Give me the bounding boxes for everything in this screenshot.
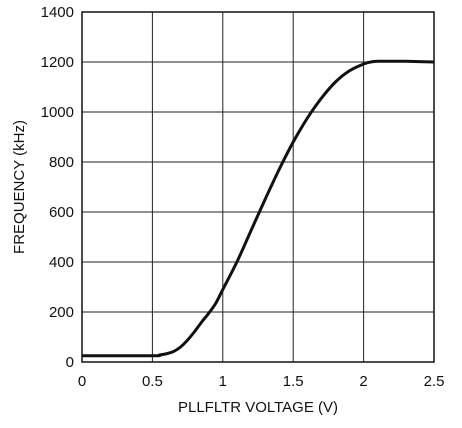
y-tick-label: 0 [66,354,74,371]
x-tick-label: 0 [78,373,86,390]
x-tick-label: 2 [359,373,367,390]
y-tick-label: 1400 [41,4,74,21]
frequency-curve [81,59,435,358]
x-tick-label: 1.5 [283,373,304,390]
y-tick-label: 1000 [41,104,74,121]
y-tick-label: 400 [49,254,74,271]
series-layer [81,59,435,358]
x-axis-title: PLLFLTR VOLTAGE (V) [178,399,338,416]
y-tick-labels: 0 200 400 600 800 1000 1200 1400 [41,4,74,371]
x-tick-label: 0.5 [142,373,163,390]
grid [82,12,434,362]
y-axis-title: FREQUENCY (kHz) [11,120,28,254]
y-tick-label: 200 [49,304,74,321]
x-tick-label: 1 [219,373,227,390]
plot-frame [81,11,435,363]
x-tick-labels: 0 0.5 1 1.5 2 2.5 [78,373,445,390]
y-tick-label: 800 [49,154,74,171]
x-tick-label: 2.5 [424,373,445,390]
y-tick-label: 1200 [41,54,74,71]
y-tick-label: 600 [49,204,74,221]
